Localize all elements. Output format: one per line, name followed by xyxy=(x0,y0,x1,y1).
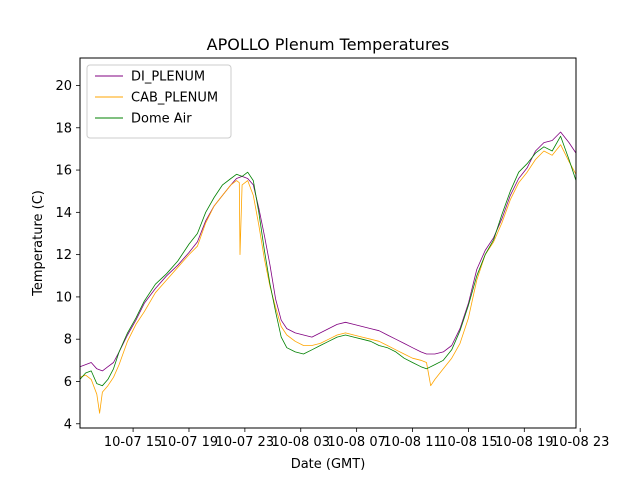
y-tick-label: 14 xyxy=(55,206,72,221)
legend-label: Dome Air xyxy=(131,112,192,127)
legend-label: DI_PLENUM xyxy=(131,70,205,85)
x-tick-label: 10-08 23 xyxy=(551,435,609,450)
x-tick-label: 10-07 15 xyxy=(104,435,162,450)
series-layer xyxy=(79,131,577,414)
y-axis-label: Temperature (C) xyxy=(31,190,46,297)
x-tick-label: 10-08 15 xyxy=(439,435,497,450)
plot-frame xyxy=(79,57,577,429)
y-tick-label: 4 xyxy=(64,417,72,432)
x-tick-label: 10-08 19 xyxy=(495,435,553,450)
y-tick-label: 6 xyxy=(64,375,72,390)
y-tick-label: 8 xyxy=(64,333,72,348)
y-tick-label: 18 xyxy=(55,121,72,136)
x-tick-label: 10-07 23 xyxy=(216,435,274,450)
legend-label: CAB_PLENUM xyxy=(131,91,218,106)
y-tick-label: 20 xyxy=(55,79,72,94)
x-tick-label: 10-08 03 xyxy=(272,435,330,450)
series-line-cab-plenum xyxy=(79,144,577,414)
legend: DI_PLENUM CAB_PLENUM Dome Air xyxy=(86,64,232,139)
series-line-dome-air xyxy=(79,135,577,387)
chart-title: APOLLO Plenum Temperatures xyxy=(207,35,450,54)
legend-box xyxy=(86,64,232,139)
x-tick-label: 10-08 11 xyxy=(383,435,441,450)
x-tick-label: 10-08 07 xyxy=(327,435,385,450)
series-line-di-plenum xyxy=(79,131,577,372)
y-tick-label: 16 xyxy=(55,164,72,179)
x-axis-label: Date (GMT) xyxy=(291,457,366,472)
y-axis: 4 6 8 10 12 14 16 18 20 xyxy=(55,79,80,432)
y-tick-label: 12 xyxy=(55,248,72,263)
y-tick-label: 10 xyxy=(55,290,72,305)
x-tick-label: 10-07 19 xyxy=(160,435,218,450)
